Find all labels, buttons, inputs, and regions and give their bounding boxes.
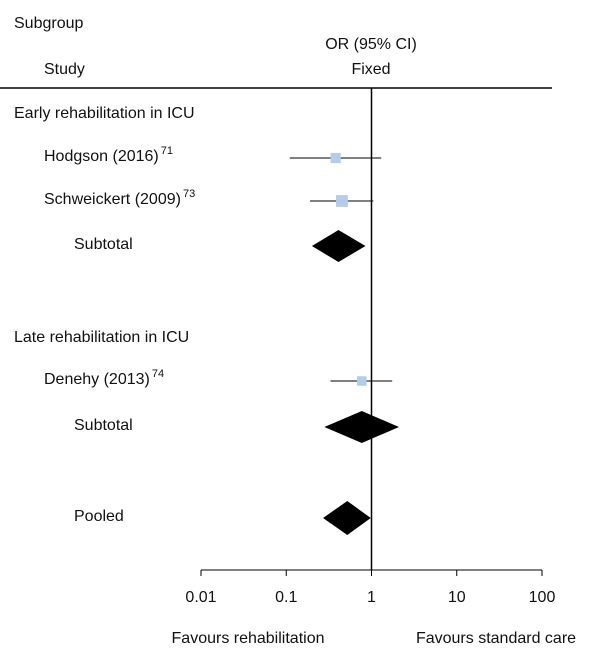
pooled-label-9: Pooled	[74, 509, 124, 525]
favours-left-label: Favours rehabilitation	[171, 630, 325, 647]
header-fixed-label: Fixed	[351, 61, 391, 78]
favours-right-label: Favours standard care	[415, 630, 577, 647]
subtotal-diamond-7	[324, 411, 399, 443]
study-label-2: Schweickert (2009) 73	[44, 189, 195, 208]
subgroup-label-5-text: Late rehabilitation in ICU	[14, 329, 190, 346]
subgroup-label-0-text: Early rehabilitation in ICU	[14, 105, 195, 122]
subtotal-diamond-3	[311, 230, 366, 262]
study-square-6	[357, 376, 367, 386]
subtotal-label-3: Subtotal	[74, 237, 133, 253]
header-or-label: OR (95% CI)	[325, 36, 417, 53]
x-tick-label-3: 10	[447, 589, 466, 606]
x-tick-label-0: 0.01	[185, 589, 217, 606]
study-label-1-reference: 71	[160, 145, 173, 157]
study-label-2-reference: 73	[182, 188, 196, 200]
study-label-6: Denehy (2013) 74	[44, 369, 164, 388]
study-label-1-text: Hodgson (2016)	[44, 148, 159, 165]
header-study-label: Study	[44, 61, 85, 78]
pooled-diamond-9	[323, 501, 371, 535]
subgroup-label-5: Late rehabilitation in ICU	[14, 330, 189, 346]
pooled-label-9-text: Pooled	[74, 508, 124, 525]
subgroup-label-0: Early rehabilitation in ICU	[14, 106, 195, 122]
study-label-6-text: Denehy (2013)	[44, 371, 150, 388]
x-tick-label-4: 100	[528, 589, 556, 606]
study-label-6-reference: 74	[151, 368, 165, 380]
header-subgroup-label: Subgroup	[14, 15, 84, 32]
study-label-1: Hodgson (2016) 71	[44, 146, 173, 165]
study-label-2-text: Schweickert (2009)	[44, 191, 181, 208]
subtotal-label-7: Subtotal	[74, 418, 133, 434]
subtotal-label-3-text: Subtotal	[74, 236, 133, 253]
study-square-2	[336, 195, 348, 207]
x-tick-label-2: 1	[367, 589, 376, 606]
subtotal-label-7-text: Subtotal	[74, 417, 133, 434]
x-tick-label-1: 0.1	[275, 589, 298, 606]
study-square-1	[330, 152, 341, 164]
